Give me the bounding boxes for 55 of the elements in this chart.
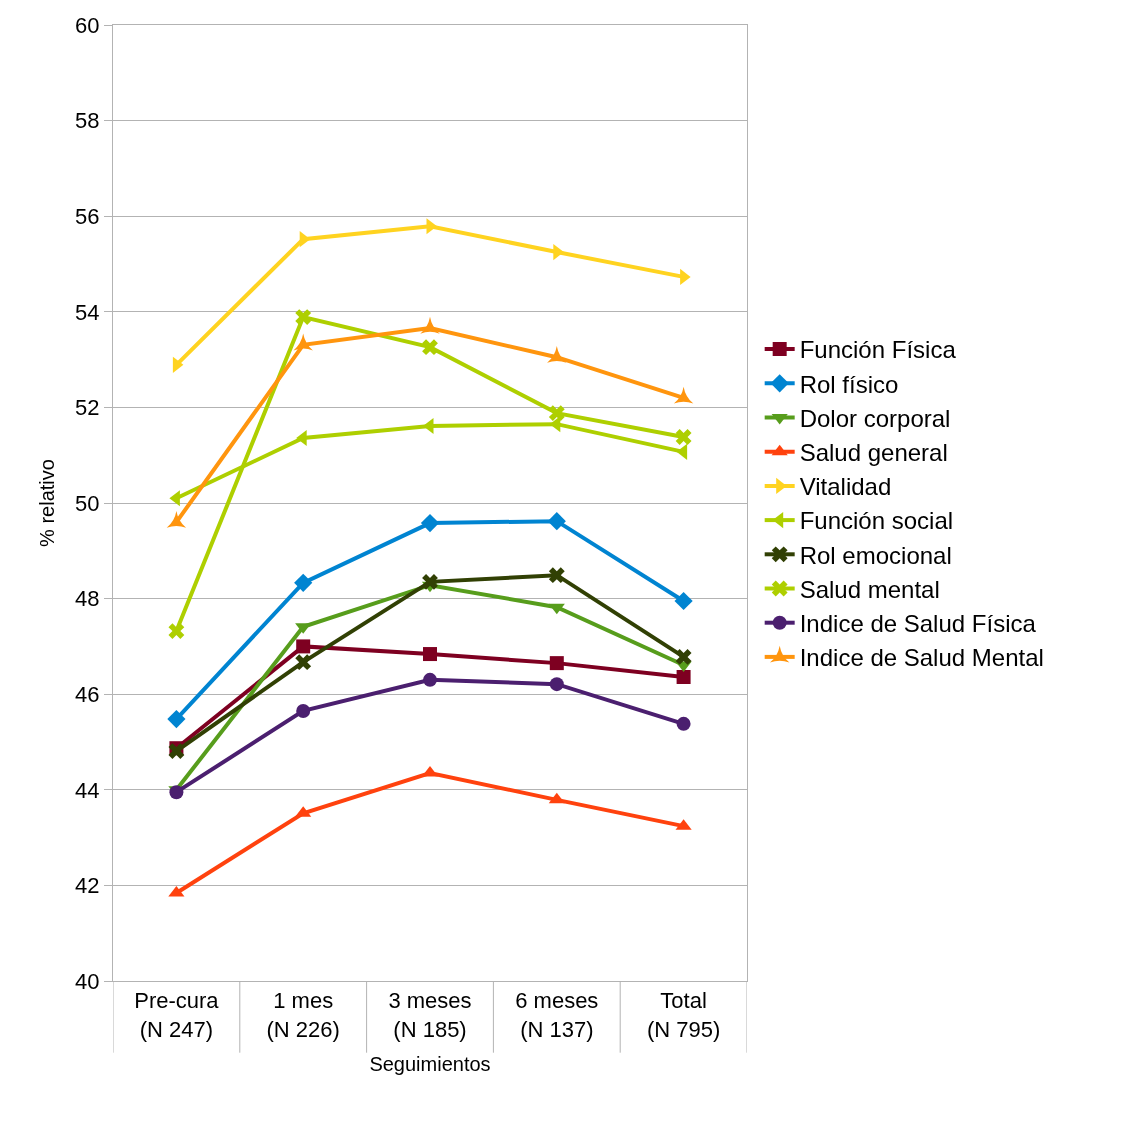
point <box>547 512 566 531</box>
y-tick-label: 56 <box>75 203 100 229</box>
y-tick-label: 50 <box>75 490 100 516</box>
point <box>299 231 311 248</box>
point <box>423 672 437 687</box>
point <box>296 639 311 654</box>
point <box>676 669 691 684</box>
point <box>548 405 565 422</box>
x-tick-label: 6 meses (N 137) <box>515 988 599 1042</box>
point <box>168 623 185 640</box>
point <box>674 591 693 611</box>
point <box>675 429 692 445</box>
point <box>549 656 564 671</box>
point <box>548 603 565 615</box>
legend-label: Indice de Salud Mental <box>799 644 1044 672</box>
y-tick-label: 52 <box>75 395 100 421</box>
y-tick-label: 48 <box>75 586 100 612</box>
point <box>172 356 184 373</box>
point <box>676 443 688 460</box>
legend-label: Función social <box>799 507 954 535</box>
legend-label: Salud general <box>799 439 948 467</box>
y-tick-label: 42 <box>75 873 100 899</box>
y-tick-label: 40 <box>75 968 100 994</box>
point <box>422 573 438 590</box>
legend-label: Vitalidad <box>799 473 892 501</box>
point <box>420 513 440 533</box>
x-axis-title: Seguimientos <box>369 1052 491 1075</box>
legend-label: Rol emocional <box>799 541 952 569</box>
legend-label: Dolor corporal <box>799 404 951 432</box>
y-axis-title: % relativo <box>35 459 58 547</box>
x-tick-label: 3 meses (N 185) <box>388 988 472 1042</box>
y-tick-label: 60 <box>75 12 100 38</box>
point <box>295 654 312 671</box>
x-tick-label: Total (N 795) <box>646 988 721 1042</box>
point <box>296 703 311 718</box>
y-tick-label: 46 <box>75 681 100 707</box>
point <box>294 573 313 592</box>
point <box>295 309 312 325</box>
point <box>422 339 438 356</box>
legend-label: Salud mental <box>799 575 940 603</box>
y-tick-label: 44 <box>75 777 100 803</box>
point <box>167 709 186 729</box>
legend-label: Función Física <box>799 336 957 364</box>
point <box>549 677 564 692</box>
point <box>675 649 692 665</box>
legend-label: Rol físico <box>799 370 899 398</box>
point <box>548 792 565 804</box>
point <box>548 567 565 584</box>
point <box>676 716 691 731</box>
y-tick-label: 54 <box>75 299 100 325</box>
point <box>423 647 437 662</box>
x-tick-label: Pre-cura (N 247) <box>134 988 220 1042</box>
legend-label: Indice de Salud Física <box>799 610 1037 638</box>
y-tick-label: 58 <box>75 108 100 134</box>
x-tick-label: 1 mes (N 226) <box>266 988 340 1042</box>
